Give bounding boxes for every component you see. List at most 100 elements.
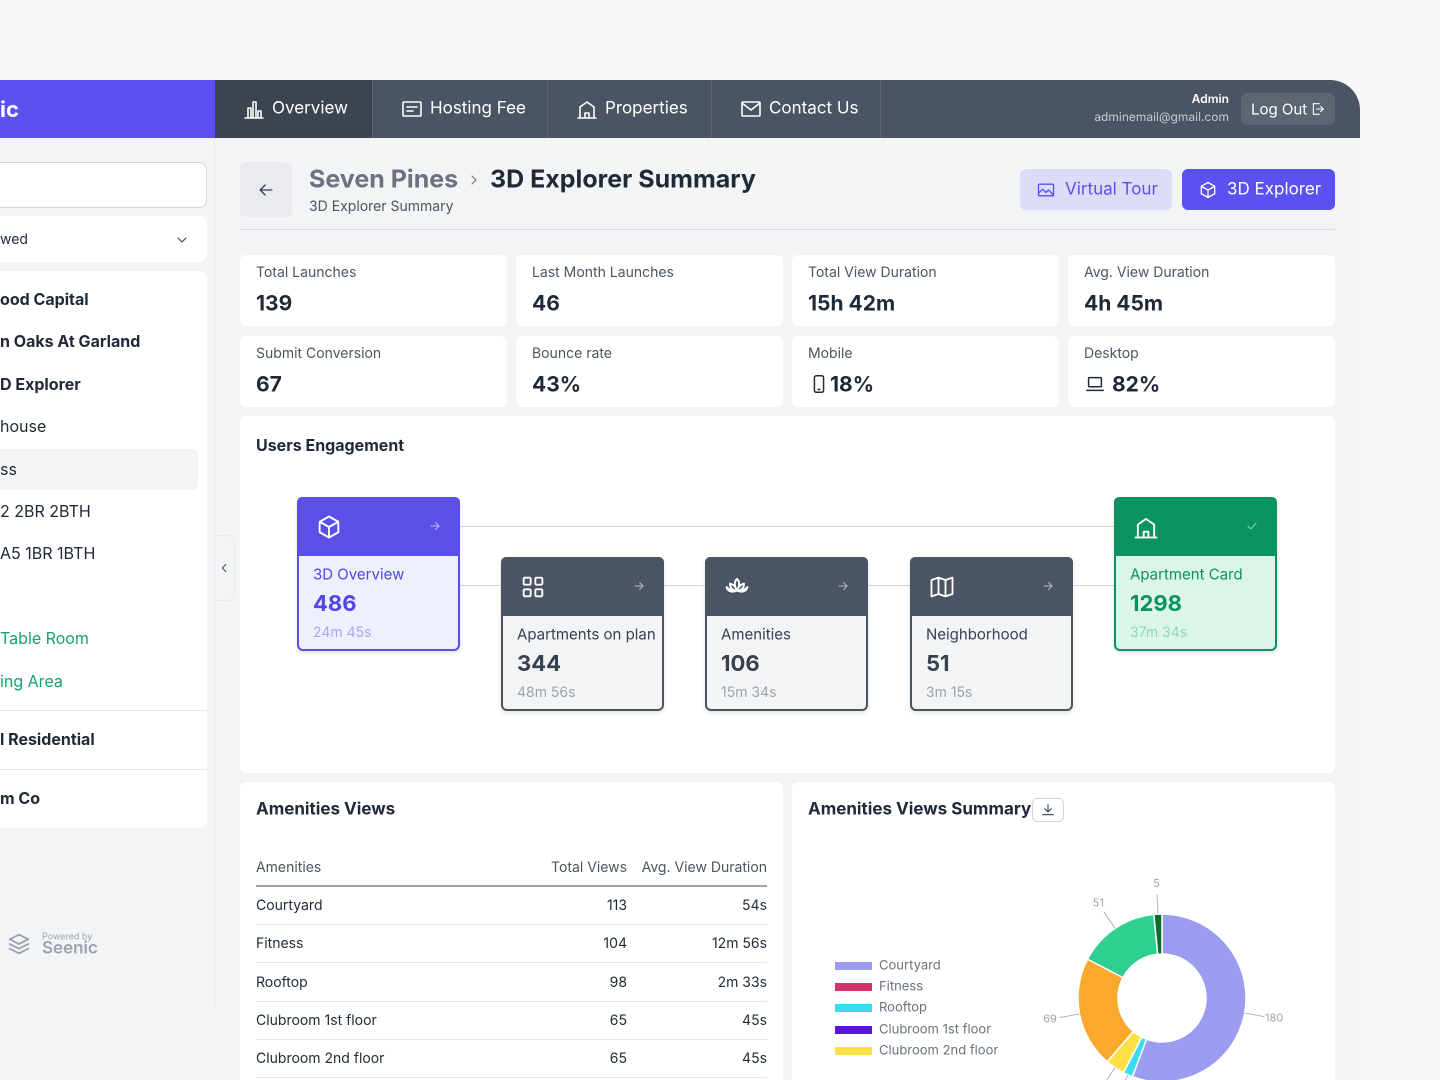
cell: Clubroom 2nd floor: [256, 1050, 385, 1068]
stat-label: Mobile: [808, 345, 853, 362]
sidebar-item: Table Room: [0, 628, 89, 648]
explorer-label: 3D Explorer: [1227, 179, 1322, 200]
cell: 12m 56s: [711, 935, 767, 953]
dropdown-chevron: [177, 237, 187, 243]
row-rule: [256, 1038, 767, 1040]
cell: 45s: [742, 1050, 767, 1068]
logo-mark: [8, 933, 30, 955]
stat-card: [1068, 255, 1335, 326]
sidebar-item: 2 2BR 2BTH: [0, 501, 91, 521]
brand-bar: [0, 80, 215, 138]
brand: ic: [0, 97, 19, 123]
stat-value: 82%: [1112, 372, 1161, 398]
logo-text: Seenic: [42, 938, 98, 959]
desktop-icon: [1086, 376, 1104, 392]
node-status: [430, 522, 440, 530]
virtual-tour-button[interactable]: [1020, 169, 1172, 210]
cell: Fitness: [256, 935, 304, 953]
connector: [460, 526, 1114, 527]
row-rule: [256, 1077, 767, 1079]
sidebar-item: D Explorer: [0, 374, 81, 394]
stat-card: [1068, 336, 1335, 407]
node-label: Apartment Card: [1130, 564, 1243, 584]
leader-line: [1244, 1012, 1265, 1018]
cell: 45s: [742, 1011, 767, 1029]
node-status: [838, 582, 848, 590]
donut-segment: [1153, 913, 1163, 956]
nav-tab-label: Overview: [272, 98, 348, 119]
node-label: Amenities: [721, 624, 791, 644]
header-divider: [240, 229, 1335, 230]
node-icon: [318, 515, 340, 539]
amenities-card: [240, 782, 783, 1080]
data-label: 51: [1093, 895, 1104, 909]
breadcrumb-parent: Seven Pines: [309, 164, 459, 195]
node-icon: [930, 576, 954, 598]
node-icon: [725, 577, 749, 593]
sidebar-item: ing Area: [0, 671, 63, 691]
back-icon: [259, 184, 273, 196]
stat-card: [792, 336, 1059, 407]
sidebar-item: ss: [0, 459, 17, 479]
download-button[interactable]: [1032, 798, 1064, 822]
node-duration: 15m 34s: [721, 684, 777, 701]
legend-swatch: [835, 962, 872, 970]
collapse-button[interactable]: [215, 535, 235, 601]
nav-icon: [244, 101, 264, 119]
node-duration: 3m 15s: [926, 684, 973, 701]
node-header: [705, 557, 868, 616]
user-name: Admin: [1191, 91, 1229, 106]
column-header: Avg. View Duration: [641, 859, 767, 876]
nav-tab[interactable]: [548, 80, 712, 138]
data-label: 180: [1265, 1010, 1283, 1024]
stat-value: 43%: [532, 372, 582, 398]
virtual-tour-label: Virtual Tour: [1065, 179, 1158, 200]
connector: [868, 585, 910, 586]
stat-card: [240, 255, 507, 326]
search-box[interactable]: [0, 162, 207, 208]
stat-value: 4h 45m: [1084, 291, 1164, 317]
connector: [1073, 585, 1114, 586]
stat-label: Avg. View Duration: [1084, 264, 1210, 281]
cell: Courtyard: [256, 897, 323, 914]
mobile-icon: [813, 375, 825, 393]
stat-value: 67: [256, 372, 282, 398]
header-rule: [256, 885, 767, 887]
leader-line: [1106, 1067, 1116, 1080]
cell: 65: [609, 1011, 627, 1029]
data-label: 69: [1043, 1011, 1057, 1025]
legend-swatch: [835, 1025, 872, 1034]
node-duration: 24m 45s: [313, 624, 372, 641]
column-header: Total Views: [551, 859, 627, 876]
filter-value: wed: [0, 231, 28, 248]
cell: 98: [609, 973, 627, 991]
sidebar: [0, 138, 215, 1008]
row-rule: [256, 962, 767, 964]
cell: 113: [606, 897, 627, 914]
nav-tab[interactable]: [215, 80, 373, 138]
selected-row: [0, 449, 198, 490]
chart-title: Amenities Views Summary: [808, 799, 1032, 820]
stat-card: [516, 255, 783, 326]
sidebar-item: m Co: [0, 788, 41, 808]
page-title: 3D Explorer Summary: [490, 164, 756, 195]
virtual-tour-icon: [1037, 183, 1055, 197]
nav-tab-label: Properties: [605, 98, 688, 119]
node-status: [1247, 522, 1257, 530]
filter-dropdown[interactable]: [0, 216, 207, 262]
property-list: [0, 271, 207, 828]
legend-swatch: [835, 1046, 872, 1055]
node-header: [1114, 497, 1277, 556]
nav-tab[interactable]: [712, 80, 881, 138]
legend-label: Clubroom 1st floor: [879, 1021, 992, 1038]
engagement-title: Users Engagement: [256, 435, 405, 455]
row-rule: [256, 924, 767, 925]
node-label: 3D Overview: [313, 564, 405, 584]
nav-tab[interactable]: [373, 80, 548, 138]
cell: 104: [603, 935, 627, 953]
node-status: [634, 582, 644, 590]
node-value: 486: [313, 591, 357, 617]
list-divider: [0, 710, 207, 711]
leader-line: [1156, 894, 1159, 915]
list-divider: [0, 769, 207, 770]
